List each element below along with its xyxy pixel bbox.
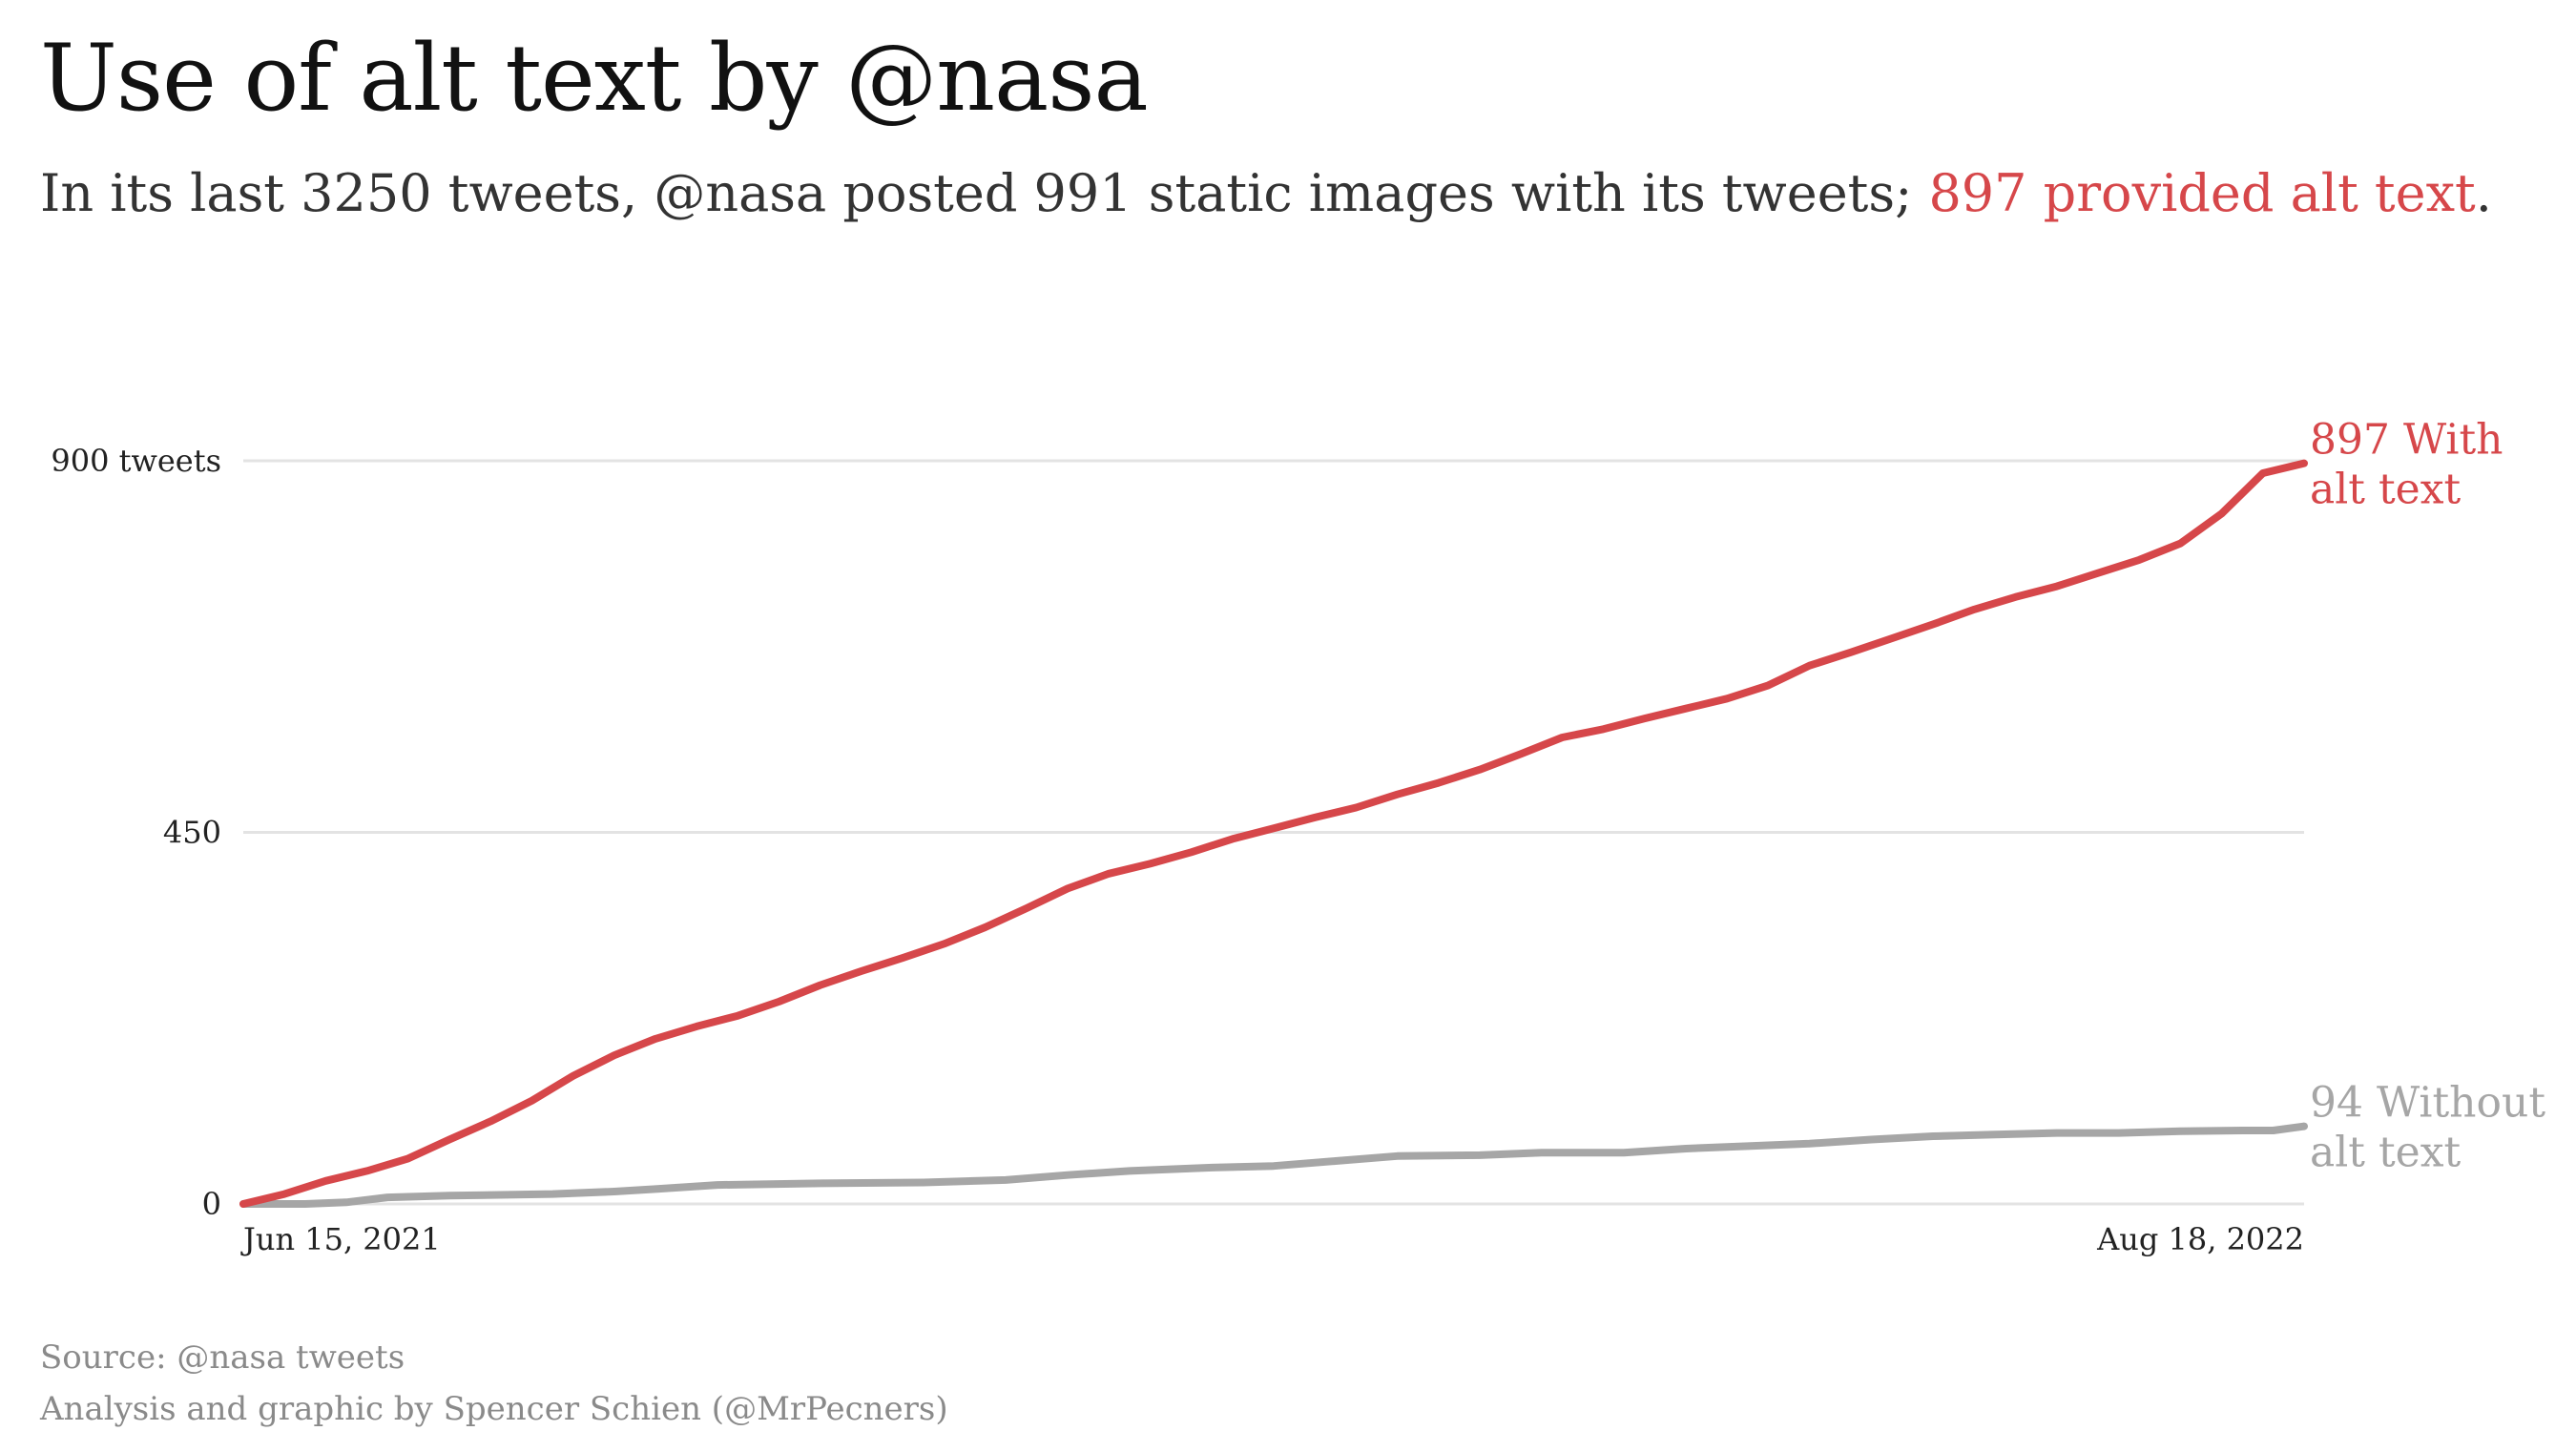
y-tick-label: 450 (163, 815, 221, 851)
series-end-label-without-alt-line2: alt text (2310, 1129, 2462, 1177)
y-tick-label: 900 tweets (51, 443, 221, 479)
y-axis-labels: 0 450 900 tweets (51, 443, 221, 1222)
chart-title: Use of alt text by @nasa (40, 25, 1149, 132)
subtitle-end: . (2475, 163, 2492, 223)
chart-subtitle: In its last 3250 tweets, @nasa posted 99… (40, 160, 2492, 227)
subtitle-highlight: 897 provided alt text (1928, 163, 2476, 223)
source-note: Source: @nasa tweets (40, 1338, 405, 1377)
credit-note: Analysis and graphic by Spencer Schien (… (40, 1390, 948, 1428)
y-tick-label: 0 (202, 1186, 221, 1222)
series-end-label-with-alt-line2: alt text (2310, 466, 2462, 514)
series-lines (239, 459, 2308, 1208)
grid-lines (243, 459, 2304, 1206)
series-end-label-with-alt-line1: 897 With (2310, 416, 2503, 465)
series-end-label-without-alt-line1: 94 Without (2310, 1079, 2545, 1128)
x-tick-label-start: Jun 15, 2021 (240, 1221, 441, 1257)
series-line-with-alt (239, 459, 2308, 1208)
x-axis-labels: Jun 15, 2021 Aug 18, 2022 (240, 1221, 2304, 1257)
series-line-without-alt (239, 1122, 2308, 1208)
subtitle-text: In its last 3250 tweets, @nasa posted 99… (40, 163, 1929, 223)
x-tick-label-end: Aug 18, 2022 (2096, 1221, 2304, 1257)
